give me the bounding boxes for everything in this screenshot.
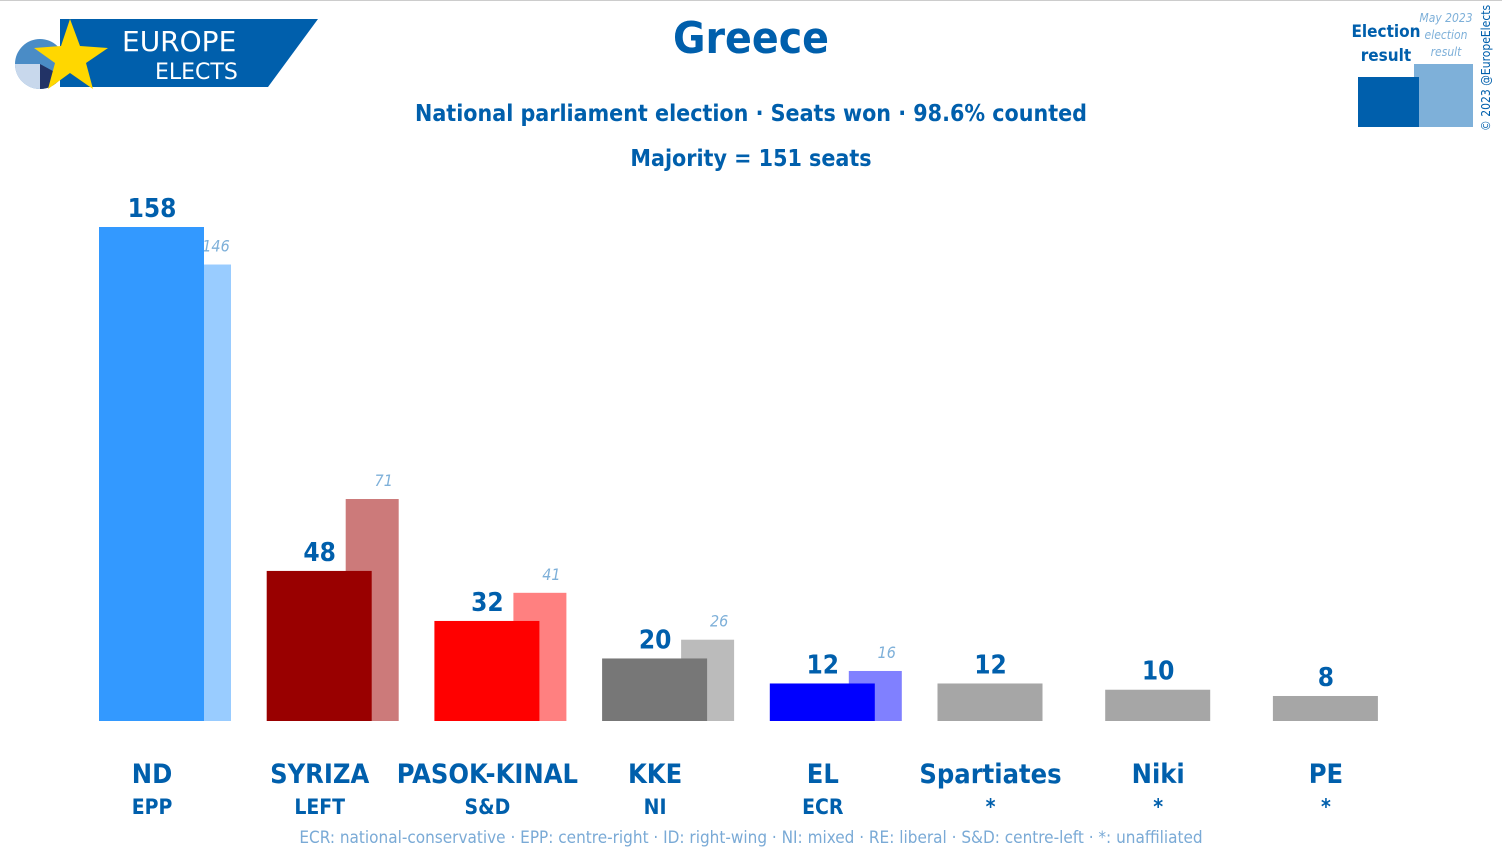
- bar-current-PE: [1272, 695, 1378, 721]
- label-current-SYRIZA: 48: [303, 538, 336, 568]
- bar-current-SYRIZA: [266, 570, 372, 721]
- label-previous-ND: 146: [202, 237, 229, 256]
- footnote: ECR: national-conservative · EPP: centre…: [299, 828, 1203, 848]
- group-label-KKE: NI: [644, 795, 667, 819]
- copyright: © 2023 @EuropeElects: [1479, 5, 1493, 131]
- bar-current-KKE: [602, 658, 708, 721]
- bar-current-Niki: [1105, 689, 1211, 721]
- logo: EUROPE ELECTS: [15, 19, 318, 90]
- group-label-Spartiates: *: [986, 795, 996, 819]
- label-current-Niki: 10: [1142, 657, 1175, 687]
- label-previous-SYRIZA: 71: [375, 471, 393, 490]
- label-current-KKE: 20: [639, 625, 672, 655]
- label-previous-PASOK-KINAL: 41: [542, 565, 560, 584]
- bar-current-Spartiates: [937, 683, 1043, 721]
- legend-previous-label: May 2023 election result: [1419, 11, 1472, 59]
- group-label-Niki: *: [1153, 795, 1163, 819]
- legend-current-swatch: [1358, 77, 1419, 127]
- category-label-PE: PE: [1309, 759, 1343, 790]
- category-label-EL: EL: [807, 759, 839, 790]
- category-label-PASOK-KINAL: PASOK-KINAL: [397, 759, 578, 790]
- category-label-SYRIZA: SYRIZA: [270, 759, 369, 790]
- logo-text-2: ELECTS: [155, 60, 238, 85]
- label-previous-KKE: 26: [710, 612, 728, 631]
- label-current-EL: 12: [807, 650, 840, 680]
- category-label-Niki: Niki: [1132, 759, 1185, 790]
- chart-title: Greece: [672, 13, 830, 64]
- category-label-ND: ND: [132, 759, 173, 790]
- group-label-PASOK-KINAL: S&D: [465, 795, 511, 819]
- label-current-PASOK-KINAL: 32: [471, 588, 504, 618]
- bar-current-PASOK-KINAL: [434, 620, 540, 721]
- label-previous-EL: 16: [878, 643, 896, 662]
- chart-subtitle: National parliament election · Seats won…: [415, 101, 1087, 127]
- group-label-PE: *: [1321, 795, 1331, 819]
- bar-current-ND: [99, 227, 204, 721]
- majority-note: Majority = 151 seats: [630, 146, 872, 172]
- group-label-EL: ECR: [802, 795, 844, 819]
- legend-current-label: Election result: [1351, 22, 1420, 66]
- category-label-KKE: KKE: [628, 759, 682, 790]
- label-current-Spartiates: 12: [974, 650, 1007, 680]
- group-label-ND: EPP: [132, 795, 173, 819]
- legend: Election result May 2023 election result © …: [1351, 5, 1493, 131]
- logo-text-1: EUROPE: [122, 25, 236, 58]
- group-label-SYRIZA: LEFT: [294, 795, 345, 819]
- label-current-PE: 8: [1318, 663, 1334, 693]
- legend-previous-swatch: [1414, 64, 1473, 127]
- bar-current-EL: [769, 683, 875, 721]
- label-current-ND: 158: [128, 194, 177, 224]
- category-label-Spartiates: Spartiates: [919, 759, 1061, 790]
